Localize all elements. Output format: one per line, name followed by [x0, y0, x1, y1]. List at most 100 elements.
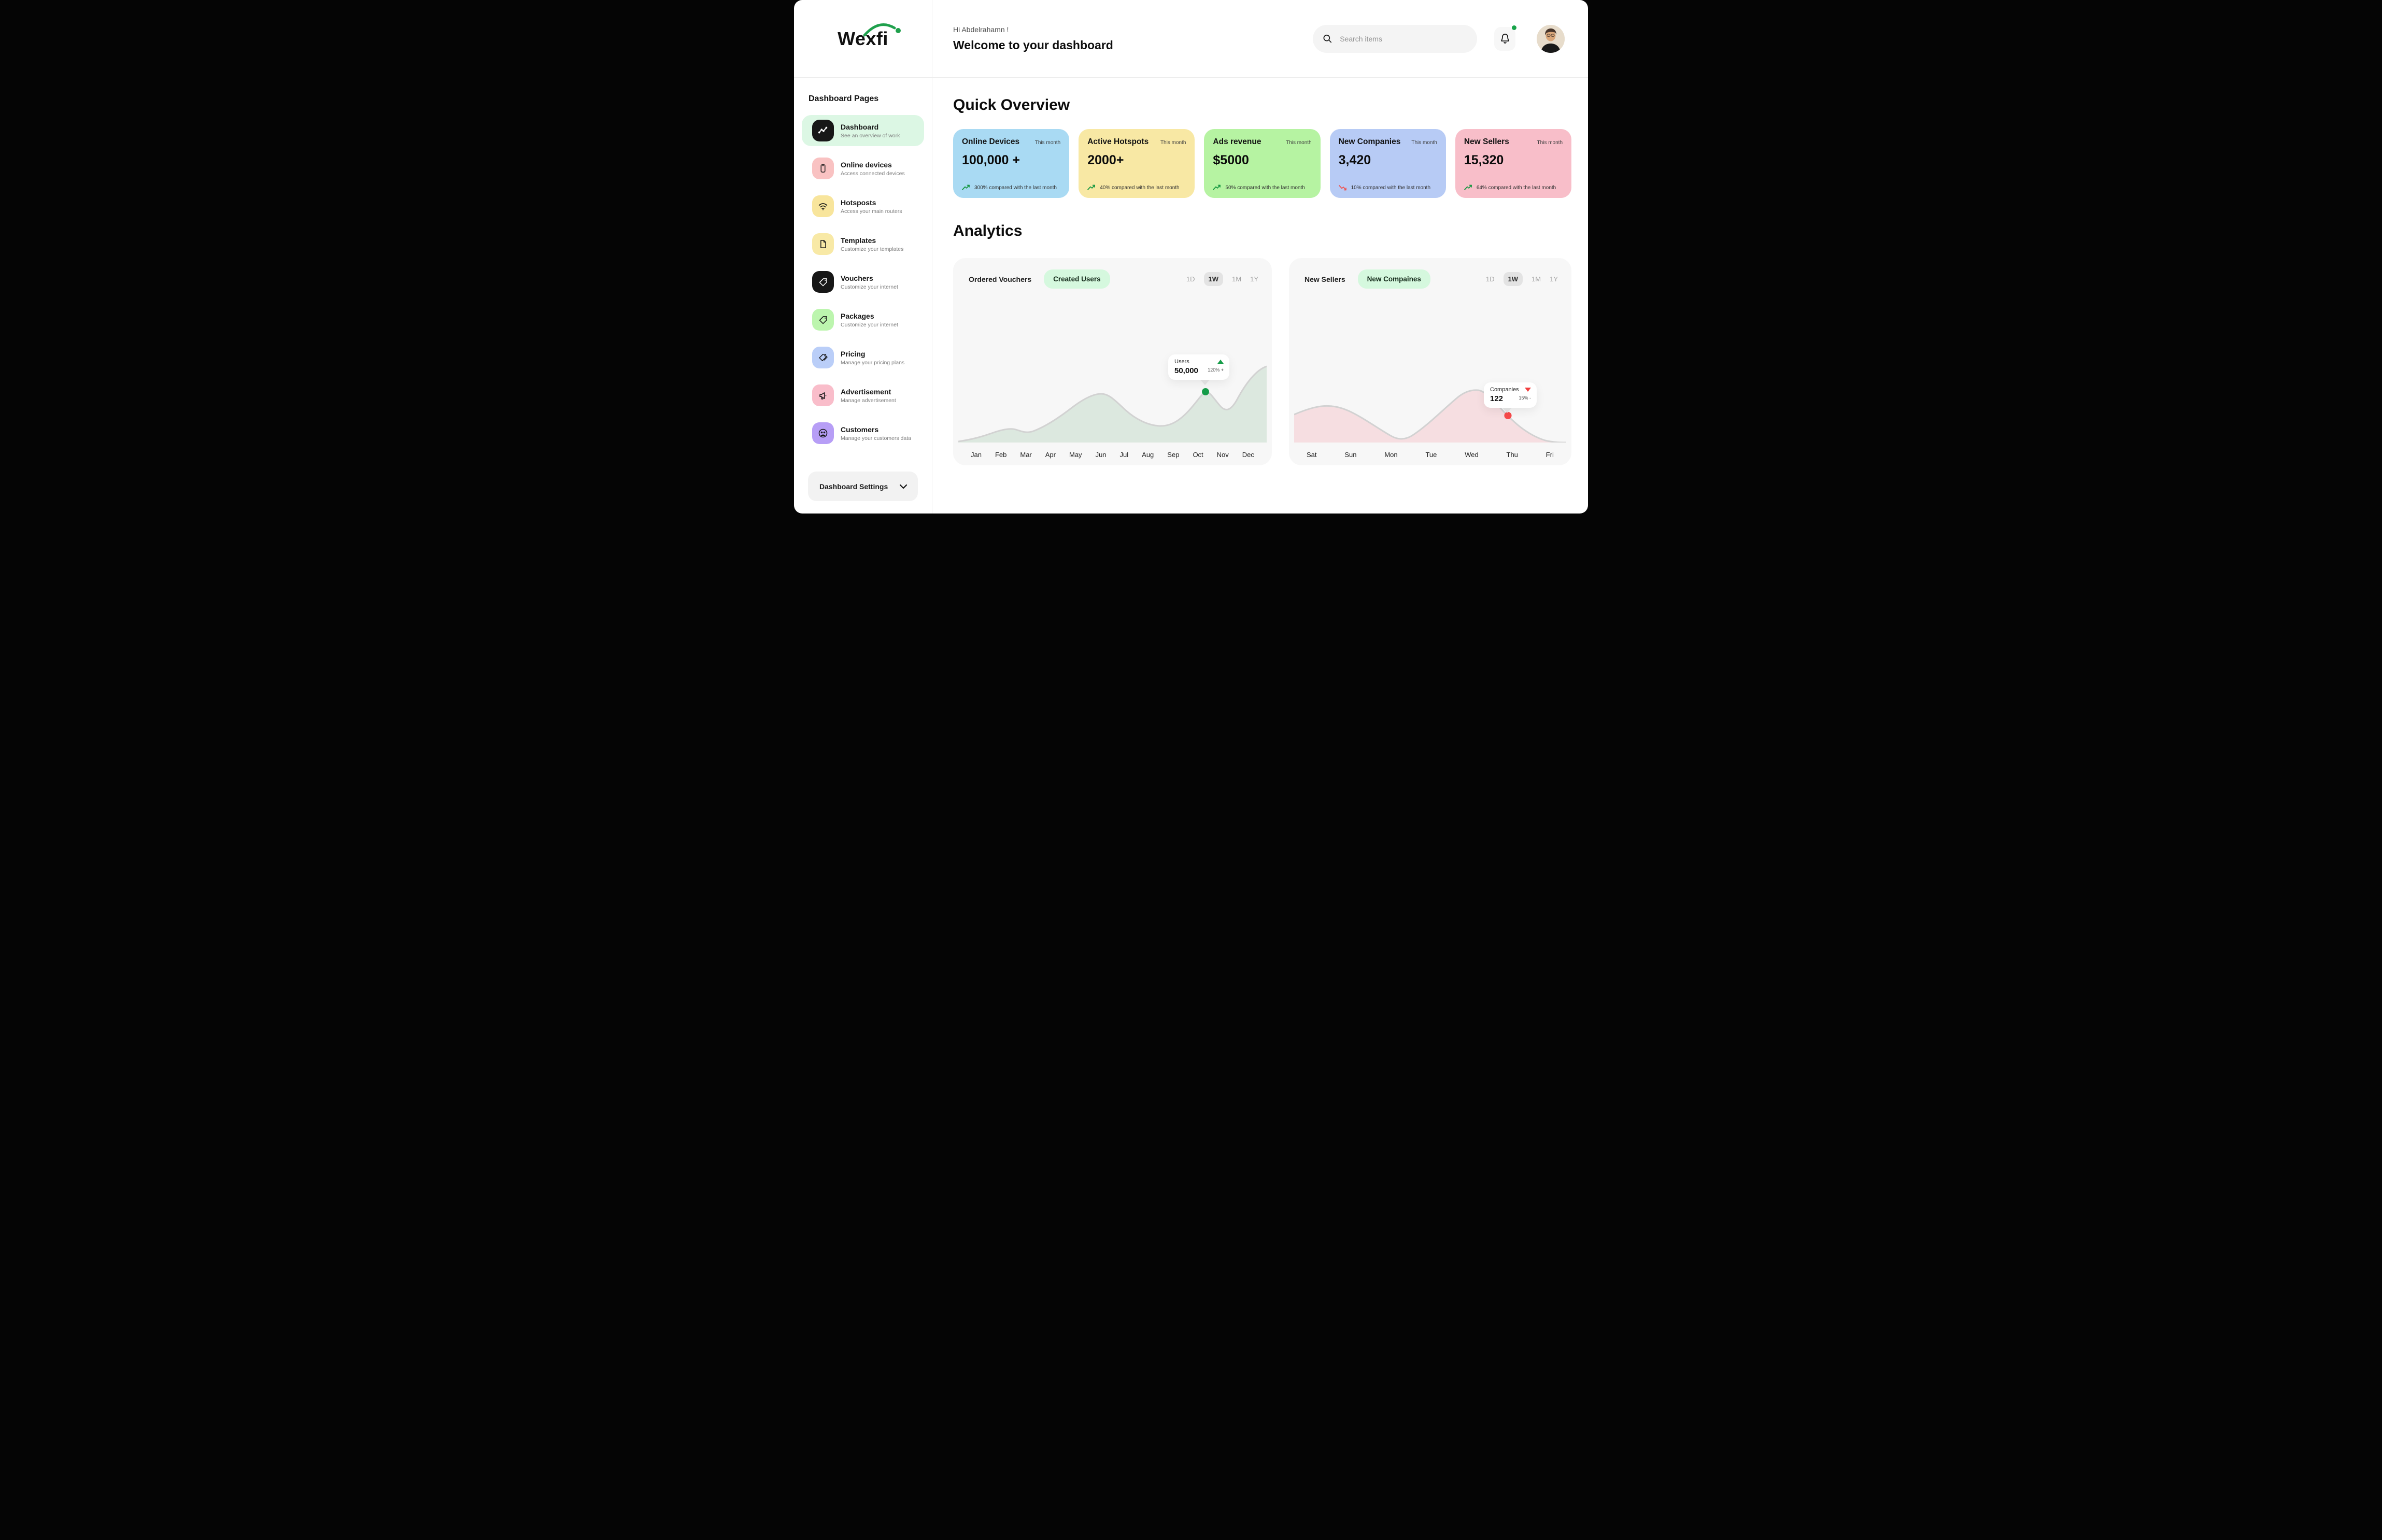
tooltip-value: 122	[1490, 394, 1504, 403]
stat-card-new-companies[interactable]: New Companies This month 3,420 10% compa…	[1329, 129, 1446, 198]
x-label: Mar	[1020, 451, 1032, 459]
overview-cards: Online Devices This month 100,000 + 300%…	[953, 129, 1572, 198]
stat-card-online-devices[interactable]: Online Devices This month 100,000 + 300%…	[953, 129, 1070, 198]
stat-change: 10% compared with the last month	[1351, 184, 1431, 191]
wifi-icon	[812, 195, 834, 217]
chart-tooltip-companies: Companies 122 15% -	[1484, 382, 1537, 413]
stat-title: Active Hotspots	[1087, 137, 1149, 146]
content: Quick Overview Online Devices This month…	[932, 78, 1588, 514]
sidebar-item-description: Manage your customers data	[841, 435, 911, 441]
sidebar-item-hotspots[interactable]: Hotsposts Access your main routers	[802, 191, 924, 222]
stat-card-active-hotspots[interactable]: Active Hotspots This month 2000+ 40% com…	[1079, 129, 1195, 198]
smartphone-icon	[812, 158, 834, 179]
x-label: Sat	[1307, 451, 1317, 459]
customers-icon	[812, 422, 834, 444]
stat-period: This month	[1160, 140, 1186, 146]
stat-change: 40% compared with the last month	[1100, 184, 1180, 191]
range-1w[interactable]: 1W	[1503, 272, 1523, 286]
range-switcher: 1D 1W 1M 1Y	[1186, 272, 1258, 286]
sidebar-item-vouchers[interactable]: Vouchers Customize your internet	[802, 266, 924, 297]
area-chart-users	[958, 365, 1267, 443]
tooltip-change: 15% -	[1519, 395, 1531, 401]
tab-new-sellers[interactable]: New Sellers	[1305, 275, 1345, 283]
sidebar-item-label: Packages	[841, 311, 874, 320]
sidebar-item-label: Customers	[841, 425, 879, 434]
chart-point-marker[interactable]	[1202, 388, 1209, 395]
range-1y[interactable]: 1Y	[1250, 275, 1258, 283]
sidebar-item-description: Access your main routers	[841, 208, 902, 215]
logo-area: Wexfi	[794, 0, 932, 78]
app-logo[interactable]: Wexfi	[838, 23, 901, 50]
stat-period: This month	[1034, 140, 1061, 146]
x-label: Jan	[971, 451, 982, 459]
sidebar-item-pricing[interactable]: Pricing Manage your pricing plans	[802, 342, 924, 373]
tooltip-label: Users	[1174, 359, 1189, 365]
sidebar-item-description: Customize your templates	[841, 246, 904, 252]
notifications-button[interactable]	[1494, 25, 1516, 51]
stat-card-ads-revenue[interactable]: Ads revenue This month $5000 50% compare…	[1204, 129, 1321, 198]
x-label: Aug	[1142, 451, 1154, 459]
chart-line-icon	[812, 120, 834, 141]
x-label: Nov	[1216, 451, 1229, 459]
sidebar-item-description: Customize your internet	[841, 283, 898, 290]
x-label: Wed	[1465, 451, 1479, 459]
page-title: Welcome to your dashboard	[953, 38, 1113, 52]
analytics-charts: Ordered Vouchers Created Users 1D 1W 1M …	[953, 258, 1571, 465]
logo-text: Wexfi	[838, 27, 888, 49]
sidebar-item-label: Advertisement	[841, 387, 891, 396]
stat-title: New Sellers	[1464, 137, 1509, 146]
stat-change: 300% compared with the last month	[974, 184, 1057, 191]
chart-card-new-companies: New Sellers New Compaines 1D 1W 1M 1Y	[1289, 258, 1571, 465]
search-bar[interactable]	[1313, 24, 1477, 53]
tooltip-change: 120% +	[1208, 367, 1224, 373]
sidebar-item-dashboard[interactable]: Dashboard See an overview of work	[802, 115, 924, 146]
search-input[interactable]	[1340, 34, 1468, 43]
dashboard-settings-button[interactable]: Dashboard Settings	[808, 472, 918, 501]
range-1w[interactable]: 1W	[1203, 272, 1224, 286]
greeting-text: Hi Abdelrahamn !	[953, 25, 1009, 34]
stat-value: 3,420	[1338, 153, 1371, 167]
range-1d[interactable]: 1D	[1186, 275, 1195, 283]
x-label: Sep	[1167, 451, 1180, 459]
dashboard-window: Wexfi Dashboard Pages Dashboard See an o…	[794, 0, 1588, 514]
sidebar-item-description: Access connected devices	[841, 170, 905, 177]
stat-value: 15,320	[1464, 153, 1504, 167]
tag-icon	[812, 271, 834, 293]
sidebar-item-customers[interactable]: Customers Manage your customers data	[802, 418, 924, 449]
range-1m[interactable]: 1M	[1232, 275, 1242, 283]
chart-point-marker[interactable]	[1504, 412, 1512, 419]
x-axis-labels: Sat Sun Mon Tue Wed Thu Fri	[1294, 451, 1566, 459]
greeting-block: Hi Abdelrahamn ! Welcome to your dashboa…	[953, 25, 1113, 52]
search-icon	[1323, 34, 1332, 43]
x-label: Sun	[1344, 451, 1357, 459]
trend-up-icon	[1213, 184, 1221, 190]
chevron-down-icon	[899, 484, 908, 489]
range-1d[interactable]: 1D	[1485, 275, 1495, 283]
x-label: Oct	[1193, 451, 1203, 459]
main-area: Hi Abdelrahamn ! Welcome to your dashboa…	[932, 0, 1588, 514]
logo-arc-icon	[863, 23, 901, 36]
sidebar-item-description: See an overview of work	[841, 132, 900, 139]
sidebar-item-packages[interactable]: Packages Customize your internet	[802, 304, 924, 335]
range-1m[interactable]: 1M	[1532, 275, 1541, 283]
avatar[interactable]	[1537, 24, 1565, 53]
stat-title: New Companies	[1338, 137, 1401, 146]
sidebar-item-templates[interactable]: Templates Customize your templates	[802, 229, 924, 260]
x-label: Jun	[1095, 451, 1107, 459]
range-1y[interactable]: 1Y	[1550, 275, 1558, 283]
stat-value: 100,000 +	[962, 153, 1020, 167]
sidebar-item-description: Customize your internet	[841, 321, 898, 328]
sidebar-item-online-devices[interactable]: Online devices Access connected devices	[802, 153, 924, 184]
stat-card-new-sellers[interactable]: New Sellers This month 15,320 64% compar…	[1455, 129, 1572, 198]
tab-ordered-vouchers[interactable]: Ordered Vouchers	[969, 275, 1032, 283]
stat-change: 50% compared with the last month	[1225, 184, 1305, 191]
sidebar-item-label: Online devices	[841, 160, 892, 169]
stat-title: Online Devices	[962, 137, 1020, 146]
tooltip-value: 50,000	[1174, 366, 1198, 375]
package-tag-icon	[812, 309, 834, 331]
sidebar-item-advertisement[interactable]: Advertisement Manage advertisement	[802, 380, 924, 411]
tab-created-users[interactable]: Created Users	[1044, 269, 1110, 289]
tab-new-companies[interactable]: New Compaines	[1357, 269, 1430, 289]
range-switcher: 1D 1W 1M 1Y	[1486, 272, 1558, 286]
x-label: Dec	[1242, 451, 1254, 459]
